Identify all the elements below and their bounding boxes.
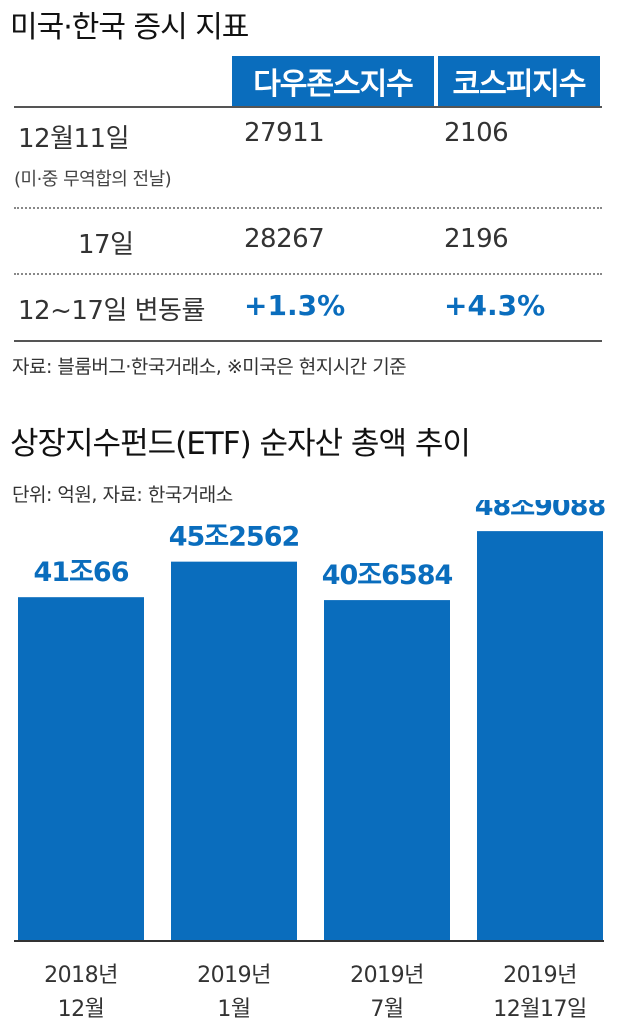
x-tick-label-3-line-2: 7월 — [370, 997, 403, 1021]
x-tick-label-1-line-2: 12월 — [58, 997, 105, 1021]
row3-kospi-change: +4.3% — [444, 289, 546, 322]
header-dow: 다우존스지수 — [232, 56, 434, 106]
bar-value-label-3: 40조6584 — [322, 560, 453, 591]
chart-unit-source: 단위: 억원, 자료: 한국거래소 — [12, 484, 233, 506]
x-tick-label-4-line-2: 12월17일 — [493, 997, 586, 1021]
row3-label: 12~17일 변동률 — [18, 296, 205, 326]
etf-bar-chart: 41조66 2018년 12월 45조2562 2019년 1월 40조6584 2019년 7… — [14, 500, 606, 1021]
row1-kospi: 2106 — [444, 118, 509, 148]
row2-label: 17일 — [78, 230, 134, 260]
row2-dow: 28267 — [244, 224, 325, 254]
bar-2 — [171, 561, 297, 940]
bar-1 — [18, 597, 144, 940]
row-divider — [14, 273, 602, 275]
x-tick-label-1-line-1: 2018년 — [44, 963, 118, 988]
bar-value-label-2: 45조2562 — [169, 522, 300, 553]
row2-kospi: 2196 — [444, 224, 509, 254]
bar-3 — [324, 600, 450, 940]
table-title: 미국·한국 증시 지표 — [10, 10, 249, 45]
x-tick-label-3-line-1: 2019년 — [350, 963, 424, 988]
row1-sublabel: (미·중 무역합의 전날) — [14, 169, 172, 190]
bar-value-label-4: 48조9088 — [475, 500, 606, 522]
chart-title: 상장지수펀드(ETF) 순자산 총액 추이 — [10, 426, 471, 462]
x-tick-label-2-line-1: 2019년 — [197, 963, 271, 988]
bar-value-label-1: 41조66 — [34, 557, 129, 588]
table-source: 자료: 블룸버그·한국거래소, ※미국은 현지시간 기준 — [12, 356, 407, 378]
row-divider — [14, 207, 602, 209]
x-tick-label-2-line-2: 1월 — [217, 997, 250, 1021]
row3-dow-change: +1.3% — [244, 289, 346, 322]
table-bottom-rule — [14, 340, 602, 342]
x-tick-label-4-line-1: 2019년 — [503, 963, 577, 988]
bar-4 — [477, 531, 603, 940]
row1-label: 12월11일 — [18, 124, 130, 154]
header-kospi: 코스피지수 — [438, 56, 600, 106]
table-top-rule — [14, 106, 602, 108]
row1-dow: 27911 — [244, 118, 325, 148]
